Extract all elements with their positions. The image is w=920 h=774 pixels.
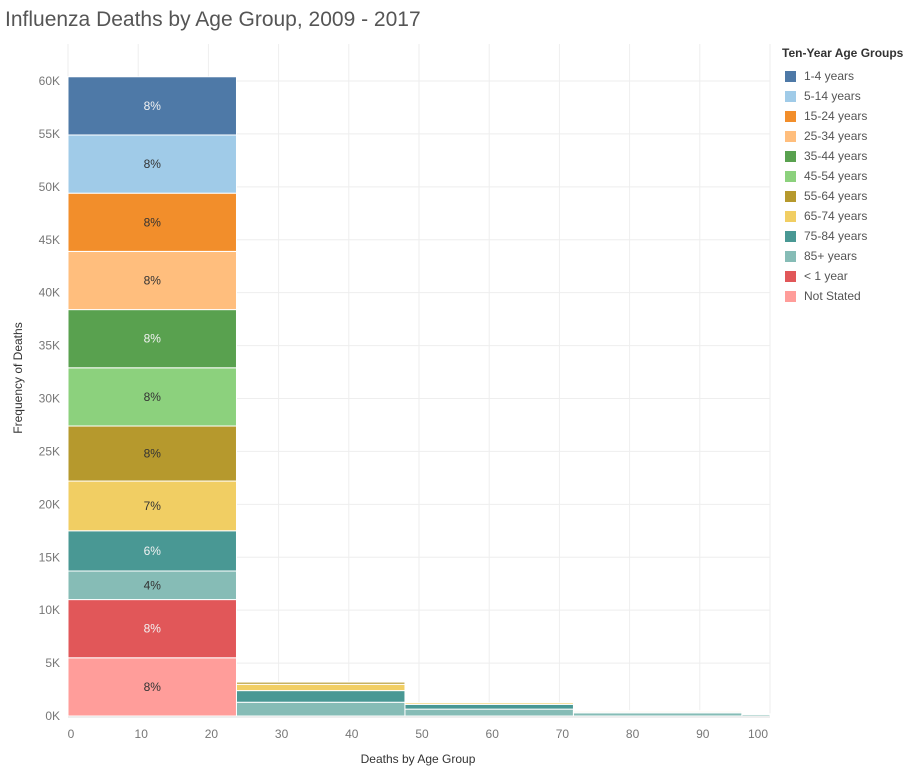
legend-items: 1-4 years 5-14 years 15-24 years 25-34 year… — [782, 66, 903, 306]
bar-segment — [67, 657, 237, 717]
y-tick-label: 50K — [39, 180, 60, 194]
legend-swatch — [785, 250, 796, 262]
x-tick-label: 20 — [205, 727, 219, 741]
legend: Ten-Year Age Groups 1-4 years 5-14 years 1… — [782, 46, 903, 306]
y-tick-label: 15K — [39, 550, 60, 564]
y-tick-label: 60K — [39, 74, 60, 88]
legend-item[interactable]: Not Stated — [782, 286, 903, 306]
bar-data-label: 8% — [144, 215, 162, 229]
bar-data-label: 7% — [144, 499, 162, 513]
bar-segment — [67, 76, 237, 136]
legend-label: 75-84 years — [804, 229, 868, 243]
legend-item[interactable]: 65-74 years — [782, 206, 903, 226]
bar-data-label: 8% — [144, 622, 162, 636]
bar-data-label: 6% — [144, 544, 162, 558]
y-tick-label: 20K — [39, 497, 60, 511]
x-tick-label: 100 — [748, 727, 768, 741]
bar-segment — [235, 690, 406, 703]
bar-data-label: 8% — [144, 447, 162, 461]
bar-data-label: 8% — [144, 157, 162, 171]
x-tick-label: 40 — [345, 727, 359, 741]
x-tick-label: 80 — [626, 727, 640, 741]
bar-data-label: 8% — [144, 273, 162, 287]
legend-item[interactable]: 35-44 years — [782, 146, 903, 166]
y-tick-label: 55K — [39, 127, 60, 141]
bar-data-label: 8% — [144, 99, 162, 113]
bar-segment — [404, 703, 574, 710]
y-tick-label: 5K — [45, 656, 60, 670]
legend-swatch — [785, 290, 796, 302]
legend-label: 55-64 years — [804, 189, 868, 203]
bar-segment — [235, 681, 406, 685]
bar-segment — [235, 683, 406, 692]
legend-swatch — [785, 90, 796, 102]
legend-swatch — [785, 210, 796, 222]
y-tick-label: 25K — [39, 444, 60, 458]
bar-segment — [741, 713, 771, 715]
y-tick-label: 40K — [39, 286, 60, 300]
bar-segment — [67, 570, 237, 601]
legend-swatch — [785, 190, 796, 202]
legend-item[interactable]: 1-4 years — [782, 66, 903, 86]
bar-segment — [404, 702, 574, 705]
legend-item[interactable]: 45-54 years — [782, 166, 903, 186]
legend-label: 25-34 years — [804, 129, 868, 143]
legend-swatch — [785, 130, 796, 142]
legend-swatch — [785, 70, 796, 82]
x-tick-label: 0 — [68, 727, 75, 741]
bar-segment — [572, 710, 743, 713]
bar-segment — [67, 530, 237, 572]
x-tick-label: 70 — [556, 727, 570, 741]
legend-label: 15-24 years — [804, 109, 868, 123]
legend-label: 35-44 years — [804, 149, 868, 163]
legend-swatch — [785, 230, 796, 242]
x-tick-label: 10 — [135, 727, 149, 741]
legend-label: < 1 year — [804, 269, 848, 283]
y-tick-label: 35K — [39, 339, 60, 353]
bar-data-label: 8% — [144, 390, 162, 404]
bar-segment — [67, 599, 237, 659]
x-tick-label: 30 — [275, 727, 289, 741]
legend-swatch — [785, 150, 796, 162]
y-tick-label: 45K — [39, 233, 60, 247]
bar-segment — [235, 701, 406, 717]
x-tick-label: 50 — [415, 727, 429, 741]
legend-item[interactable]: 55-64 years — [782, 186, 903, 206]
legend-label: 5-14 years — [804, 89, 861, 103]
y-tick-label: 10K — [39, 603, 60, 617]
bar-data-label: 8% — [144, 680, 162, 694]
histogram-chart: 8% 8% 4% 6% 7% 8% 8% 8% 8% 8% 8% 8% 0K 5K 10K 15K 20K 25K… — [11, 44, 771, 766]
y-tick-label: 0K — [45, 709, 60, 723]
x-axis-title: Deaths by Age Group — [361, 752, 476, 766]
legend-item[interactable]: 15-24 years — [782, 106, 903, 126]
bar-segment — [67, 134, 237, 194]
legend-item[interactable]: < 1 year — [782, 266, 903, 286]
x-tick-label: 60 — [486, 727, 500, 741]
legend-item[interactable]: 5-14 years — [782, 86, 903, 106]
bar-segment — [404, 708, 574, 717]
legend-item[interactable]: 25-34 years — [782, 126, 903, 146]
bar-segment — [67, 425, 237, 482]
bar-segment — [67, 192, 237, 252]
legend-label: Not Stated — [804, 289, 861, 303]
bar-data-label: 4% — [144, 578, 162, 592]
legend-swatch — [785, 170, 796, 182]
legend-item[interactable]: 75-84 years — [782, 226, 903, 246]
y-tick-label: 30K — [39, 392, 60, 406]
chart-title: Influenza Deaths by Age Group, 2009 - 20… — [5, 8, 421, 31]
x-tick-label: 90 — [696, 727, 710, 741]
legend-item[interactable]: 85+ years — [782, 246, 903, 266]
legend-label: 45-54 years — [804, 169, 868, 183]
bar-segment — [67, 309, 237, 369]
bar-data-label: 8% — [144, 332, 162, 346]
bar-segment — [67, 250, 237, 311]
legend-label: 65-74 years — [804, 209, 868, 223]
y-axis-title: Frequency of Deaths — [11, 322, 25, 433]
legend-swatch — [785, 270, 796, 282]
bar-segment — [67, 367, 237, 427]
legend-label: 1-4 years — [804, 69, 855, 83]
legend-label: 85+ years — [804, 249, 858, 263]
legend-swatch — [785, 110, 796, 122]
legend-title: Ten-Year Age Groups — [782, 46, 904, 60]
